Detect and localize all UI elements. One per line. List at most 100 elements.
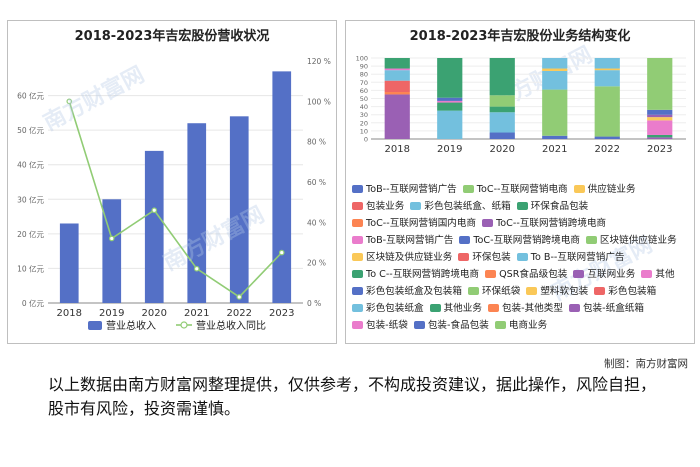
legend-item[interactable]: 其他	[641, 266, 675, 283]
stack-segment	[594, 68, 620, 71]
legend-item[interactable]: QSR食品级包装	[485, 266, 567, 283]
legend-item[interactable]: 彩色包装纸盒	[352, 300, 424, 317]
legend-swatch	[467, 287, 479, 295]
stack-segment	[384, 92, 410, 95]
y-axis-tick-label: 20	[360, 119, 368, 127]
legend-swatch	[352, 253, 363, 261]
legend-label: 彩色包装纸盒	[366, 303, 424, 314]
legend-swatch	[352, 202, 363, 210]
legend-swatch	[516, 253, 528, 261]
growth-point	[193, 265, 200, 272]
legend-label: To C--互联网营销跨境电商	[366, 269, 480, 280]
legend-label: 塑料软包装	[540, 286, 589, 297]
stack-segment	[384, 94, 410, 139]
legend-item[interactable]: 电商业务	[494, 317, 548, 334]
legend-item[interactable]: 区块链及供应链业务	[352, 249, 452, 266]
stack-segment	[437, 110, 463, 139]
legend-item[interactable]: 包装业务	[352, 198, 404, 215]
revenue-chart: 0 亿元 10 亿元 20 亿元 30 亿元 40 亿元 50 亿元 60 亿元 0 % 20 …	[17, 57, 331, 332]
legend-label: 区块链供应链业务	[599, 235, 677, 246]
legend-swatch	[410, 202, 422, 210]
legend-swatch	[573, 185, 585, 193]
legend-item[interactable]: To B--互联网营销广告	[516, 249, 625, 266]
stack-segment	[489, 112, 515, 133]
legend-item[interactable]: 包装-纸盒纸箱	[568, 300, 644, 317]
legend-swatch	[487, 304, 499, 312]
legend-item[interactable]: ToB-互联网营销广告	[352, 232, 453, 249]
y-axis-tick-label: 100	[356, 55, 368, 63]
right-axis-tick-label: 60 %	[307, 178, 326, 187]
legend-item[interactable]: ToC--互联网营销电商	[462, 181, 568, 198]
legend-item[interactable]: 塑料软包装	[526, 283, 588, 300]
stack-segment	[489, 95, 515, 107]
growth-point	[236, 294, 243, 300]
legend-item[interactable]: 彩色包装纸盒、纸箱	[410, 198, 511, 215]
legend-swatch	[485, 270, 497, 278]
legend-label: To B--互联网营销广告	[530, 252, 625, 263]
structure-chart-panel: 2018-2023年吉宏股份业务结构变化 南方财富网 南方财富网 0102030…	[345, 20, 695, 344]
legend-swatch	[516, 202, 528, 210]
disclaimer-text: 以上数据由南方财富网整理提供，仅供参考，不构成投资建议，据此操作，风险自担，股市…	[48, 375, 657, 418]
revenue-chart-panel: 2018-2023年吉宏股份营收状况 南方财富网 南方财富网 0 亿元 10 亿元…	[7, 20, 337, 344]
stack-segment	[437, 100, 463, 103]
legend-label: 包装-纸盒纸箱	[582, 303, 644, 314]
legend-item[interactable]: 包装-纸袋	[352, 317, 408, 334]
left-axis-tick-label: 20 亿元	[17, 229, 44, 239]
legend-item[interactable]: 互联网业务	[573, 266, 635, 283]
legend-swatch	[568, 304, 580, 312]
legend-item[interactable]: To C--互联网营销跨境电商	[352, 266, 479, 283]
legend-item[interactable]: ToC--互联网营销国内电商	[352, 215, 476, 232]
legend-label: 环保包装	[472, 252, 511, 263]
legend-item[interactable]: 环保纸袋	[467, 283, 520, 300]
legend-item[interactable]: 彩色包装纸盒及包装箱	[352, 283, 462, 300]
legend-swatch	[429, 304, 441, 312]
legend-item[interactable]: 区块链供应链业务	[585, 232, 677, 249]
revenue-bar	[229, 116, 249, 303]
y-axis-tick-label: 60	[360, 87, 368, 95]
legend-swatch	[413, 321, 425, 329]
legend-swatch	[458, 253, 470, 261]
legend-swatch	[526, 287, 538, 295]
legend-swatch	[641, 270, 653, 278]
y-axis-tick-label: 70	[360, 79, 368, 87]
x-axis-tick-label: 2022	[595, 144, 620, 155]
legend-swatch	[482, 219, 494, 227]
stack-segment	[594, 58, 620, 69]
legend-item[interactable]: ToC--互联网营销跨境电商	[482, 215, 606, 232]
stack-segment	[542, 135, 568, 139]
legend-item[interactable]: 彩色包装箱	[594, 283, 656, 300]
legend-item[interactable]: 包装-其他类型	[487, 300, 563, 317]
legend-label: ToB--互联网营销广告	[366, 184, 457, 195]
legend-label: 电商业务	[508, 320, 548, 331]
legend-swatch	[352, 185, 363, 193]
stack-segment	[489, 132, 515, 139]
x-axis-tick-label: 2019	[99, 308, 124, 319]
legend-label: 包装-其他类型	[501, 303, 563, 314]
legend-item[interactable]: 其他业务	[429, 300, 482, 317]
growth-point	[278, 249, 285, 256]
y-axis-tick-label: 0	[364, 136, 368, 144]
legend-item[interactable]: 供应链业务	[573, 181, 636, 198]
right-axis-tick-label: 120 %	[307, 57, 331, 66]
stack-segment	[542, 68, 568, 71]
legend-swatch	[352, 219, 363, 227]
legend-item[interactable]: ToB--互联网营销广告	[352, 181, 457, 198]
legend-item[interactable]: ToC-互联网营销跨境电商	[459, 232, 580, 249]
legend-swatch	[573, 270, 585, 278]
stack-segment	[647, 134, 673, 138]
legend-label: 包装业务	[366, 201, 405, 212]
legend-label: ToC-互联网营销跨境电商	[473, 235, 580, 246]
legend-swatch	[459, 236, 471, 244]
legend-label: 彩色包装纸盒、纸箱	[424, 201, 511, 212]
legend-swatch	[594, 287, 606, 295]
growth-point	[108, 235, 115, 242]
legend-item[interactable]: 环保包装	[458, 249, 511, 266]
stack-segment	[437, 58, 463, 98]
stack-segment	[542, 70, 568, 90]
legend-label: 包装-食品包装	[427, 320, 489, 331]
growth-point	[151, 207, 158, 214]
stack-segment	[542, 89, 568, 136]
legend-item[interactable]: 环保食品包装	[516, 198, 588, 215]
x-axis-tick-label: 2019	[437, 144, 462, 155]
legend-item[interactable]: 包装-食品包装	[413, 317, 489, 334]
